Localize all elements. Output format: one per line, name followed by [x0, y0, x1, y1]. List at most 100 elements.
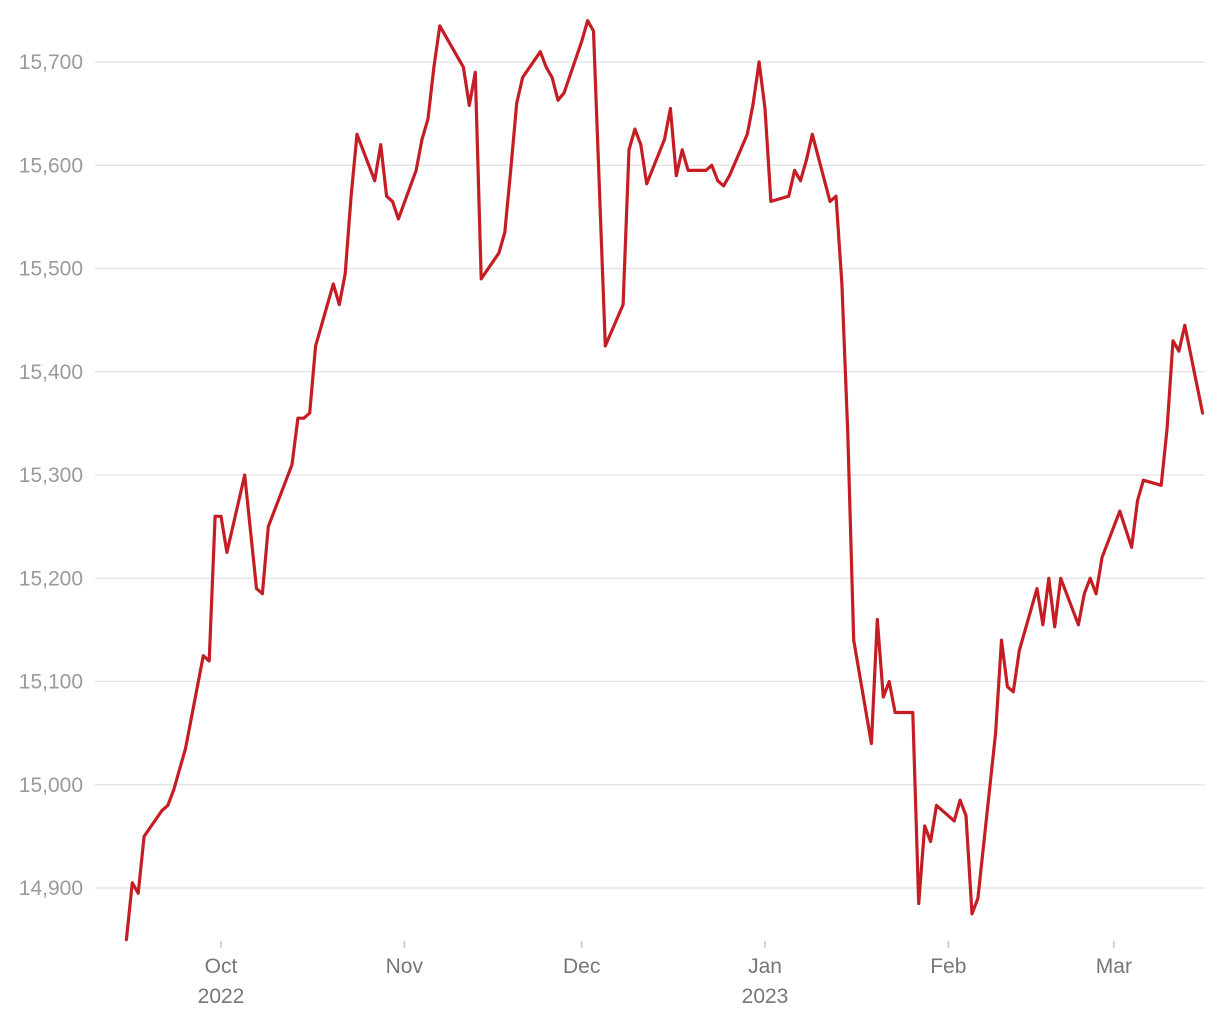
data-point	[870, 742, 873, 745]
data-point	[1094, 592, 1098, 596]
data-point	[213, 514, 217, 518]
y-tick-label: 15,600	[19, 154, 83, 177]
data-point	[166, 804, 170, 807]
data-point	[225, 551, 229, 554]
y-tick-label: 15,500	[19, 258, 83, 281]
data-point	[887, 680, 891, 683]
data-point	[952, 819, 956, 823]
data-point	[763, 107, 767, 110]
data-point	[544, 65, 548, 69]
x-tick-year-label: 2022	[198, 985, 245, 1008]
data-point	[1041, 623, 1045, 627]
data-point	[592, 29, 595, 33]
data-point	[1082, 592, 1086, 596]
data-point	[473, 70, 477, 74]
data-point	[716, 179, 720, 183]
data-point	[1136, 499, 1139, 503]
data-point	[669, 107, 672, 110]
data-point	[296, 416, 300, 420]
data-point	[1100, 556, 1104, 559]
data-point	[331, 282, 335, 286]
data-point	[391, 200, 394, 203]
data-point	[893, 711, 897, 714]
data-point	[1171, 339, 1175, 343]
data-point	[1088, 576, 1092, 580]
data-point	[710, 163, 714, 167]
data-point	[964, 814, 968, 818]
data-point	[674, 174, 678, 178]
data-point	[385, 194, 388, 198]
data-point	[261, 592, 264, 596]
data-point	[852, 638, 856, 642]
data-point	[935, 804, 938, 807]
data-point	[810, 132, 814, 136]
data-point	[828, 200, 832, 203]
data-point	[136, 891, 140, 895]
data-point	[414, 169, 418, 172]
data-point	[343, 272, 347, 276]
data-point	[355, 132, 359, 136]
data-point	[142, 835, 146, 838]
data-point	[769, 200, 773, 203]
data-point	[728, 174, 731, 178]
data-point	[722, 184, 725, 188]
data-point	[958, 798, 962, 802]
data-point	[509, 169, 513, 172]
data-point	[834, 194, 838, 198]
data-point	[184, 747, 187, 750]
data-point	[432, 65, 436, 69]
data-point	[1077, 623, 1080, 627]
series-layer	[124, 19, 1205, 942]
data-point	[420, 138, 424, 141]
y-tick-label: 15,300	[19, 464, 83, 487]
data-point	[497, 251, 501, 255]
x-tick-label: Nov	[386, 955, 424, 978]
data-point	[1059, 576, 1063, 580]
x-tick-label: Feb	[930, 955, 966, 978]
data-point	[373, 179, 377, 183]
data-point	[645, 182, 649, 186]
data-point	[515, 101, 519, 105]
data-point	[556, 98, 560, 102]
data-point	[1006, 685, 1009, 689]
data-point	[337, 303, 341, 306]
data-point	[686, 169, 690, 172]
data-point	[538, 50, 542, 54]
data-point	[438, 24, 442, 28]
data-point	[970, 912, 974, 916]
x-tick-label: Mar	[1096, 955, 1132, 978]
data-point	[314, 344, 317, 348]
data-point	[976, 896, 980, 900]
data-point	[550, 76, 554, 79]
data-point	[479, 277, 483, 281]
data-point	[881, 695, 885, 699]
x-tick-year-label: 2023	[742, 985, 789, 1008]
data-point	[745, 132, 749, 136]
series-line	[124, 19, 1205, 942]
data-point	[1035, 587, 1039, 590]
data-point	[1053, 625, 1057, 629]
data-point	[633, 127, 637, 131]
data-point	[290, 463, 294, 467]
data-point	[1142, 478, 1145, 482]
data-point	[308, 411, 312, 415]
data-point	[917, 902, 921, 905]
data-point	[1159, 483, 1163, 487]
data-point	[875, 618, 879, 621]
data-point	[207, 659, 211, 663]
data-point	[201, 654, 205, 658]
gridlines	[95, 61, 1205, 889]
data-point	[793, 169, 796, 172]
data-point	[846, 432, 850, 436]
data-point	[799, 179, 802, 183]
data-point	[219, 514, 223, 518]
data-point	[255, 587, 258, 590]
data-point	[172, 788, 176, 792]
data-point	[1183, 323, 1187, 327]
data-point	[302, 416, 306, 420]
data-point	[603, 344, 607, 348]
x-tick-label: Oct	[205, 955, 238, 978]
data-point	[757, 60, 761, 64]
data-point	[840, 282, 844, 286]
